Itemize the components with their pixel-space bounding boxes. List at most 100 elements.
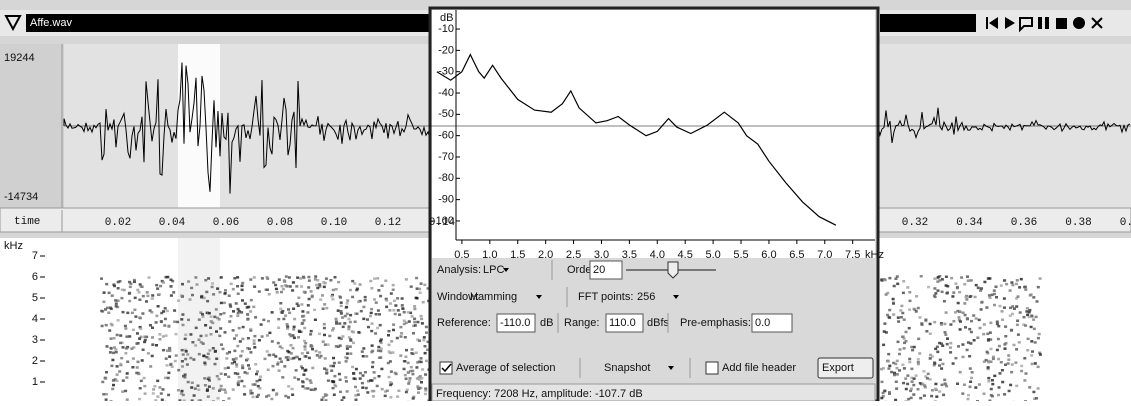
spectrogram-cell [295, 369, 298, 372]
spectrogram-cell [959, 320, 962, 323]
spectrogram-cell [220, 302, 223, 305]
spectrogram-cell [340, 312, 343, 315]
spectrogram-cell [281, 310, 284, 313]
spectrogram-cell [408, 380, 411, 383]
spectrogram-cell [1034, 341, 1037, 344]
spectrogram-cell [306, 352, 309, 355]
spectrogram-cell [315, 350, 318, 353]
spectrogram-cell [207, 277, 210, 280]
spectrogram-cell [187, 319, 190, 322]
spectrogram-cell [295, 285, 298, 288]
spectrogram-cell [370, 308, 373, 311]
stop-button[interactable] [1056, 18, 1067, 29]
spectrogram-cell [111, 294, 114, 297]
spectrogram-cell [111, 388, 114, 391]
spectrogram-cell [308, 298, 311, 301]
spectrogram-cell [138, 337, 141, 340]
spectrogram-cell [420, 381, 423, 384]
spectrogram-cell [938, 342, 941, 345]
spectrogram-cell [349, 352, 352, 355]
spectrogram-cell [901, 364, 904, 367]
checkbox[interactable] [706, 362, 718, 374]
spectrogram-cell [115, 302, 118, 305]
spectrogram-cell [1038, 333, 1041, 336]
spectrogram-cell [307, 276, 310, 279]
checkbox-label: Average of selection [456, 362, 555, 374]
spectrogram-cell [1030, 326, 1033, 329]
spectrogram-cell [105, 393, 108, 396]
x-tick-label: 4.0 [650, 249, 665, 261]
spectrogram-cell [215, 358, 218, 361]
spectrogram-cell [189, 357, 192, 360]
spectrogram-cell [132, 357, 135, 360]
spectrogram-cell [1013, 308, 1016, 311]
time-tick: 0.08 [267, 217, 293, 229]
spectrogram-cell [933, 362, 936, 365]
spectrogram-cell [964, 314, 967, 317]
spectrogram-cell [996, 349, 999, 352]
spectrogram-cell [268, 332, 271, 335]
spectrogram-cell [1011, 313, 1014, 316]
spectrogram-cell [906, 286, 909, 289]
spectrogram-cell [957, 345, 960, 348]
spectrogram-cell [951, 295, 954, 298]
spectrogram-cell [949, 342, 952, 345]
spectrogram-cell [206, 300, 209, 303]
spectrogram-cell [353, 377, 356, 380]
khz-tick: 7 [32, 250, 38, 262]
spectrogram-cell [136, 366, 139, 369]
spectrogram-cell [257, 394, 260, 397]
spectrogram-cell [959, 311, 962, 314]
spectrogram-cell [1004, 364, 1007, 367]
spectrogram-cell [385, 299, 388, 302]
spectrogram-cell [346, 390, 349, 393]
spectrogram-cell [104, 377, 107, 380]
spectrogram-cell [908, 358, 911, 361]
spectrogram-cell [232, 388, 235, 391]
spectrogram-cell [264, 358, 267, 361]
spectrogram-cell [355, 368, 358, 371]
spectrogram-cell [1004, 347, 1007, 350]
spectrogram-cell [397, 390, 400, 393]
spectrogram-cell [268, 354, 271, 357]
spectrogram-cell [185, 350, 188, 353]
spectrogram-cell [375, 313, 378, 316]
record-button[interactable] [1073, 17, 1085, 29]
spectrogram-cell [276, 291, 279, 294]
spectrogram-cell [1004, 335, 1007, 338]
spectrogram-cell [895, 387, 898, 390]
spectrogram-cell [364, 371, 367, 374]
spectrogram-cell [180, 392, 183, 395]
spectrogram-cell [969, 381, 972, 384]
spectrogram-cell [379, 295, 382, 298]
spectrogram-cell [949, 346, 952, 349]
spectrogram-cell [223, 302, 226, 305]
spectrogram-cell [246, 318, 249, 321]
spectrogram-cell [987, 380, 990, 383]
spectrogram-cell [420, 315, 423, 318]
spectrogram-cell [236, 285, 239, 288]
spectrogram-cell [1023, 357, 1026, 360]
spectrogram-cell [344, 356, 347, 359]
spectrogram-cell [304, 342, 307, 345]
spectrogram-cell [952, 320, 955, 323]
spectrogram-cell [357, 331, 360, 334]
spectrogram-cell [298, 331, 301, 334]
spectrogram-cell [969, 367, 972, 370]
spectrogram-cell [102, 301, 105, 304]
spectrogram-cell [332, 289, 335, 292]
spectrogram-cell [121, 390, 124, 393]
spectrogram-cell [351, 296, 354, 299]
spectrogram-cell [417, 391, 420, 394]
spectrogram-cell [323, 327, 326, 330]
spectrogram-cell [160, 320, 163, 323]
spectrogram-cell [330, 295, 333, 298]
spectrogram-cell [322, 396, 325, 399]
spectrogram-cell [923, 394, 926, 397]
spectrogram-cell [237, 308, 240, 311]
spectrogram-cell [246, 306, 249, 309]
spectrogram-cell [283, 365, 286, 368]
spectrogram-cell [904, 377, 907, 380]
spectrogram-cell [311, 367, 314, 370]
spectrogram-cell [160, 392, 163, 395]
